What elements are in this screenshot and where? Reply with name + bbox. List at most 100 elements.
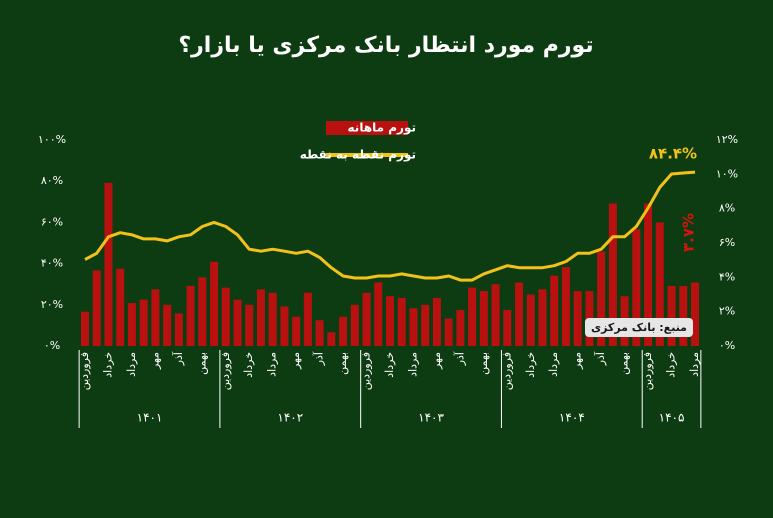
group-label: ۱۴۰۴ (559, 411, 585, 425)
bar (315, 320, 324, 346)
bar (198, 277, 207, 346)
y-tick-label: ۸۰% (41, 174, 63, 187)
x-tick-label: فروردین (360, 352, 373, 390)
y2-tick-label: ۲% (719, 305, 735, 318)
x-tick-label: خرداد (665, 352, 678, 378)
bar (174, 313, 183, 346)
bar (479, 291, 488, 346)
y-tick-label: ۴۰% (41, 257, 63, 270)
x-tick-label: خرداد (242, 352, 255, 378)
bar (374, 282, 383, 346)
bar (397, 297, 406, 346)
value-label: ۸۴.۴% (649, 145, 697, 163)
x-tick-label: مهر (430, 352, 443, 370)
bar (515, 282, 524, 346)
bar (92, 270, 101, 346)
bar (550, 275, 559, 346)
bar (256, 289, 265, 346)
bar (503, 309, 512, 346)
group-label: ۱۴۰۳ (418, 411, 444, 425)
x-tick-label: فروردین (500, 352, 513, 390)
group-label: ۱۴۰۱ (137, 411, 163, 425)
bar (432, 297, 441, 346)
x-tick-label: بهمن (477, 352, 490, 375)
bar (292, 316, 301, 346)
x-tick-label: بهمن (336, 352, 349, 375)
y2-tick-label: ۸% (719, 202, 735, 215)
bar (127, 303, 136, 346)
x-tick-label: آذر (312, 351, 326, 366)
bar (679, 285, 688, 346)
bar (268, 292, 277, 346)
y2-tick-label: ۰% (719, 339, 735, 352)
x-tick-label: مرداد (266, 352, 279, 377)
x-tick-label: بهمن (195, 352, 208, 375)
x-tick-label: خرداد (101, 352, 114, 378)
bar (573, 291, 582, 346)
x-tick-label: خرداد (524, 352, 537, 378)
x-tick-label: فروردین (78, 352, 91, 390)
x-tick-label: فروردین (641, 352, 654, 390)
bar (245, 304, 254, 346)
bar (104, 182, 113, 346)
bar (386, 296, 394, 346)
chart-title: تورم مورد انتظار بانک مرکزی یا بازار؟ (178, 33, 593, 58)
x-tick-label: مهر (148, 352, 161, 370)
y-tick-label: ۰% (44, 339, 60, 352)
bar (303, 292, 312, 346)
legend-label: تورم ماهانه (348, 121, 416, 136)
bar (186, 285, 195, 346)
x-tick-label: خرداد (383, 352, 396, 378)
bar (597, 251, 606, 346)
x-tick-label: بهمن (618, 352, 631, 375)
x-tick-label: فروردین (219, 352, 232, 390)
x-tick-label: مرداد (125, 352, 138, 377)
y2-tick-label: ۱۰% (716, 167, 738, 180)
bar (444, 318, 453, 346)
x-tick-label: مهر (571, 352, 584, 370)
y2-tick-label: ۴% (719, 270, 735, 283)
bar (526, 294, 535, 346)
x-tick-label: مهر (289, 352, 302, 370)
bar (468, 287, 477, 346)
y2-tick-label: ۶% (719, 236, 735, 249)
bar (421, 304, 430, 346)
x-tick-label: آذر (452, 351, 466, 366)
bar (456, 309, 465, 346)
x-tick-label: مرداد (406, 352, 419, 377)
bar (655, 222, 664, 346)
value-label: ۳.۷% (680, 213, 698, 252)
x-tick-label: مرداد (688, 352, 701, 377)
bar (632, 229, 641, 346)
bar (116, 268, 125, 346)
source-box (585, 318, 693, 337)
legend-swatch (326, 121, 408, 135)
group-label: ۱۴۰۲ (277, 411, 303, 425)
source: منبع: بانک مرکزی (591, 321, 687, 334)
y-tick-label: ۱۰۰% (38, 133, 66, 146)
bar (139, 299, 148, 346)
bar (362, 292, 371, 346)
bar (221, 287, 230, 346)
bar (667, 285, 676, 346)
bar (350, 304, 359, 346)
bar (491, 284, 500, 346)
group-label: ۱۴۰۵ (659, 411, 685, 425)
bar (561, 267, 570, 346)
bar (608, 203, 617, 346)
bar (409, 308, 418, 346)
bar (691, 282, 699, 346)
y2-tick-label: ۱۲% (716, 133, 738, 146)
y-tick-label: ۶۰% (41, 215, 63, 228)
bar (538, 289, 547, 346)
bar (644, 203, 653, 346)
y-tick-label: ۲۰% (41, 298, 63, 311)
bar (280, 306, 289, 346)
bar (163, 304, 172, 346)
x-tick-label: آذر (593, 351, 607, 366)
line (84, 170, 696, 282)
bar (81, 311, 89, 346)
bar (339, 316, 348, 346)
bar (233, 299, 242, 346)
